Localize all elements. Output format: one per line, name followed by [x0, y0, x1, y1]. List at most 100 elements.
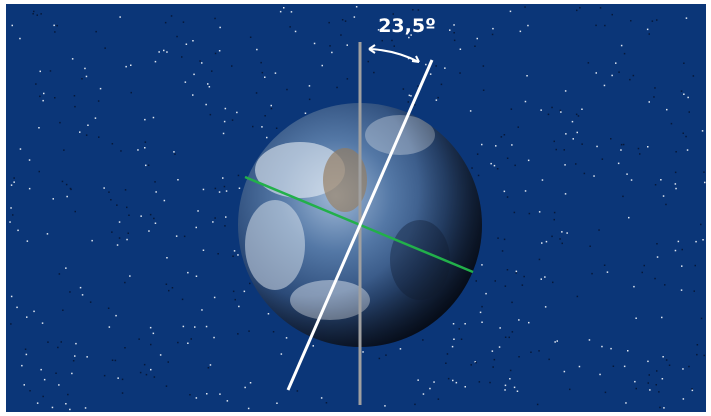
- tilted-axis: [286, 59, 434, 391]
- star: [201, 309, 203, 311]
- star: [422, 393, 425, 395]
- star: [248, 330, 250, 332]
- star: [603, 84, 606, 87]
- star: [378, 357, 381, 360]
- star: [435, 65, 437, 67]
- star: [85, 134, 88, 136]
- star: [59, 121, 61, 124]
- star: [560, 111, 562, 113]
- star: [435, 99, 438, 101]
- star: [167, 361, 169, 363]
- star: [493, 164, 496, 167]
- star: [16, 306, 18, 309]
- star: [312, 345, 314, 347]
- star: [414, 104, 416, 106]
- star: [237, 174, 240, 177]
- star: [205, 325, 208, 328]
- star: [501, 250, 504, 252]
- star: [214, 187, 217, 190]
- star: [308, 98, 311, 101]
- star: [555, 148, 557, 151]
- star: [159, 354, 162, 356]
- star: [39, 95, 41, 98]
- star: [285, 337, 288, 339]
- star: [402, 88, 405, 90]
- star: [32, 13, 34, 15]
- star: [630, 179, 633, 181]
- star: [25, 353, 28, 356]
- star: [515, 270, 518, 273]
- star: [662, 195, 665, 197]
- star: [126, 238, 128, 241]
- star: [49, 70, 52, 72]
- star: [199, 60, 201, 62]
- star: [417, 9, 420, 11]
- star: [118, 237, 121, 239]
- star: [213, 336, 215, 339]
- star: [140, 215, 142, 217]
- star: [647, 360, 649, 363]
- star: [166, 51, 168, 53]
- star: [481, 143, 483, 146]
- star: [103, 374, 106, 377]
- star: [12, 214, 14, 216]
- star: [475, 361, 477, 364]
- star: [700, 223, 702, 226]
- star: [289, 26, 291, 28]
- star: [476, 153, 479, 155]
- star: [325, 402, 328, 404]
- star: [665, 203, 667, 206]
- star: [692, 75, 695, 77]
- star: [561, 242, 563, 245]
- star: [576, 9, 578, 12]
- star: [381, 39, 383, 42]
- star: [313, 42, 316, 45]
- star: [464, 323, 466, 325]
- star: [524, 100, 527, 103]
- star: [491, 33, 494, 36]
- star: [163, 49, 165, 52]
- star: [116, 244, 119, 246]
- star: [202, 188, 205, 191]
- star: [666, 108, 668, 111]
- star: [547, 113, 550, 116]
- star: [687, 96, 689, 99]
- star: [108, 326, 111, 328]
- star: [86, 356, 88, 358]
- star: [453, 39, 456, 42]
- star: [114, 359, 117, 362]
- star: [663, 407, 665, 409]
- star: [219, 393, 221, 395]
- star: [207, 367, 210, 369]
- star: [518, 319, 520, 321]
- star: [165, 385, 168, 387]
- star: [601, 345, 603, 348]
- star: [685, 17, 688, 19]
- star: [627, 350, 629, 352]
- star: [187, 271, 189, 274]
- star: [126, 206, 128, 209]
- star: [60, 341, 62, 343]
- star: [208, 86, 211, 88]
- star: [181, 56, 183, 58]
- star: [620, 44, 623, 47]
- star: [304, 112, 307, 114]
- star: [538, 350, 540, 352]
- star: [658, 391, 660, 393]
- star: [219, 26, 221, 29]
- star: [564, 193, 567, 195]
- star: [674, 249, 677, 252]
- star: [10, 184, 13, 186]
- star: [544, 276, 546, 278]
- star: [410, 34, 412, 36]
- star: [42, 99, 44, 102]
- star: [447, 377, 450, 380]
- star: [604, 391, 607, 394]
- star: [491, 350, 494, 352]
- star: [264, 76, 266, 78]
- star: [601, 158, 604, 160]
- star: [243, 290, 246, 293]
- star: [654, 277, 656, 280]
- star: [695, 240, 697, 243]
